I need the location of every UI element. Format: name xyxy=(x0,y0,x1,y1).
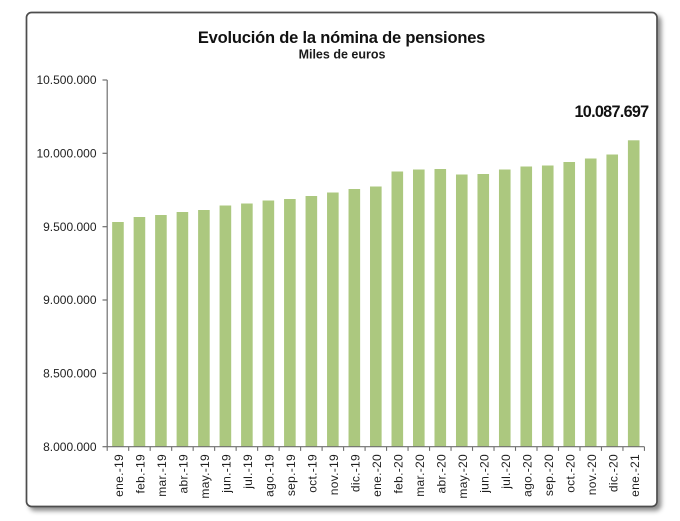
svg-text:jun.-19: jun.-19 xyxy=(219,454,233,494)
svg-text:jul.-20: jul.-20 xyxy=(499,454,513,490)
svg-text:dic.-19: dic.-19 xyxy=(348,454,362,492)
svg-text:9.500.000: 9.500.000 xyxy=(43,220,97,234)
svg-text:ene.-20: ene.-20 xyxy=(370,454,384,497)
svg-text:oct.-20: oct.-20 xyxy=(563,454,577,493)
svg-text:dic.-20: dic.-20 xyxy=(606,454,620,492)
svg-text:jun.-20: jun.-20 xyxy=(477,454,491,494)
svg-text:nov.-19: nov.-19 xyxy=(327,454,341,495)
svg-text:nov.-20: nov.-20 xyxy=(585,454,599,495)
svg-text:10.087.697: 10.087.697 xyxy=(574,103,649,121)
svg-text:ago.-20: ago.-20 xyxy=(520,454,534,497)
svg-text:abr.-19: abr.-19 xyxy=(177,454,191,493)
svg-text:sep.-19: sep.-19 xyxy=(284,454,298,496)
svg-text:may.-20: may.-20 xyxy=(456,454,470,499)
svg-text:oct.-19: oct.-19 xyxy=(305,454,319,493)
svg-text:8.500.000: 8.500.000 xyxy=(43,367,97,381)
svg-text:9.000.000: 9.000.000 xyxy=(43,293,97,307)
svg-text:jul.-19: jul.-19 xyxy=(241,454,255,490)
svg-text:ene.-21: ene.-21 xyxy=(628,454,642,497)
svg-text:8.000.000: 8.000.000 xyxy=(43,440,97,454)
svg-text:ene.-19: ene.-19 xyxy=(112,454,126,497)
svg-text:mar.-20: mar.-20 xyxy=(413,454,427,497)
svg-text:10.000.000: 10.000.000 xyxy=(36,147,96,161)
svg-text:may.-19: may.-19 xyxy=(198,454,212,499)
svg-text:Miles de euros: Miles de euros xyxy=(299,48,386,62)
svg-text:abr.-20: abr.-20 xyxy=(434,454,448,493)
svg-text:mar.-19: mar.-19 xyxy=(155,454,169,497)
svg-text:sep.-20: sep.-20 xyxy=(542,454,556,496)
svg-text:Evolución de la nómina de pens: Evolución de la nómina de pensiones xyxy=(198,29,485,47)
svg-text:feb.-19: feb.-19 xyxy=(134,454,148,493)
svg-text:feb.-20: feb.-20 xyxy=(391,454,405,493)
svg-text:10.500.000: 10.500.000 xyxy=(36,73,96,87)
svg-text:ago.-19: ago.-19 xyxy=(262,454,276,497)
